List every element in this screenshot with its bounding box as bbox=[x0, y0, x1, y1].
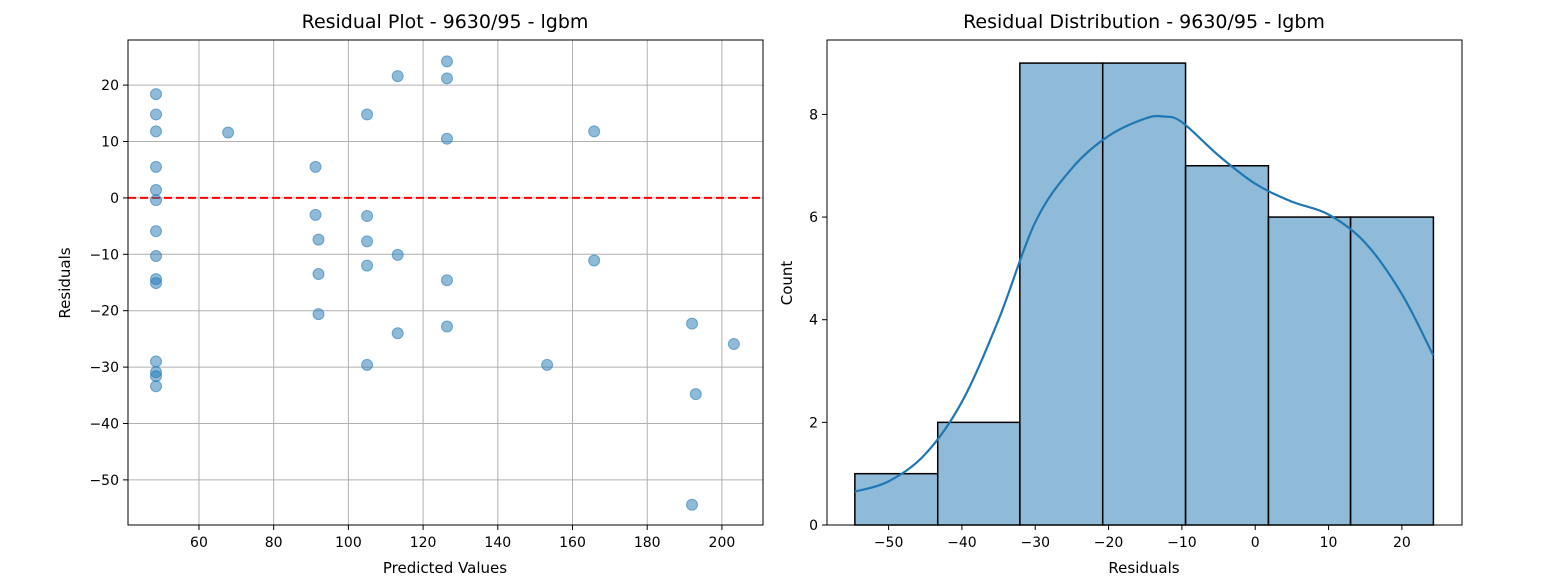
y-tick-label: 20 bbox=[101, 78, 119, 94]
scatter-point bbox=[150, 184, 163, 197]
scatter-point bbox=[588, 254, 601, 267]
scatter-point bbox=[440, 132, 453, 145]
scatter-point bbox=[361, 209, 374, 222]
chart-title: Residual Plot - 9630/95 - lgbm bbox=[302, 11, 589, 33]
scatter-point bbox=[312, 233, 325, 246]
scatter-point bbox=[312, 268, 325, 281]
kde-curve bbox=[854, 114, 1435, 493]
scatter-point bbox=[150, 355, 163, 368]
scatter-point bbox=[588, 125, 601, 138]
x-tick-label: 20 bbox=[1393, 535, 1411, 551]
scatter-point bbox=[686, 498, 699, 511]
y-tick-label: 4 bbox=[809, 313, 818, 329]
x-tick-label: 100 bbox=[335, 535, 362, 551]
x-tick-label: 120 bbox=[410, 535, 437, 551]
scatter-point bbox=[150, 108, 163, 121]
y-axis-label: Count bbox=[778, 261, 796, 306]
plot-frame bbox=[826, 39, 1463, 526]
scatter-point bbox=[309, 160, 322, 173]
scatter-point bbox=[689, 388, 702, 401]
y-tick-label: −30 bbox=[89, 360, 119, 376]
y-tick-label: −20 bbox=[89, 304, 119, 320]
residual-scatter-panel: 60 80 100 120 140 160 180 200 −50 −40 −30 −20 −10 0 1… bbox=[56, 11, 764, 577]
scatter-point bbox=[150, 277, 163, 290]
x-tick-label: 180 bbox=[634, 535, 661, 551]
scatter-point bbox=[391, 327, 404, 340]
chart-title: Residual Distribution - 9630/95 - lgbm bbox=[963, 11, 1325, 33]
scatter-point bbox=[686, 317, 699, 330]
x-tick-label: 0 bbox=[1251, 535, 1260, 551]
y-tick-label: 0 bbox=[809, 518, 818, 534]
y-tick-label: 0 bbox=[110, 191, 119, 207]
y-tick-label: 10 bbox=[101, 135, 119, 151]
x-axis-label: Residuals bbox=[1108, 559, 1179, 577]
scatter-point bbox=[361, 235, 374, 248]
x-tick-label: 160 bbox=[559, 535, 586, 551]
y-axis-ticks: 0 2 4 6 8 bbox=[809, 107, 827, 534]
scatter-point bbox=[150, 225, 163, 238]
x-tick-label: −30 bbox=[1020, 535, 1050, 551]
y-tick-label: 6 bbox=[809, 210, 818, 226]
scatter-point bbox=[391, 70, 404, 83]
scatter-point bbox=[541, 358, 554, 371]
scatter-point bbox=[222, 126, 235, 139]
y-tick-label: −50 bbox=[89, 473, 119, 489]
y-tick-label: 8 bbox=[809, 107, 818, 123]
scatter-point bbox=[440, 55, 453, 68]
scatter-point bbox=[361, 259, 374, 272]
scatter-point bbox=[312, 308, 325, 321]
grid bbox=[128, 40, 763, 525]
x-tick-label: −50 bbox=[874, 535, 904, 551]
x-tick-label: 60 bbox=[190, 535, 208, 551]
y-axis-ticks: −50 −40 −30 −20 −10 0 10 20 bbox=[89, 78, 128, 489]
x-axis-label: Predicted Values bbox=[383, 559, 507, 577]
residual-histogram-panel: −50 −40 −30 −20 −10 0 10 20 0 2 4 6 8 Residual Dist… bbox=[778, 11, 1463, 577]
x-tick-label: −40 bbox=[947, 535, 977, 551]
y-tick-label: −40 bbox=[89, 416, 119, 432]
scatter-point bbox=[150, 249, 163, 262]
histogram-bar bbox=[1349, 216, 1435, 526]
scatter-point bbox=[727, 337, 740, 350]
x-tick-label: 140 bbox=[484, 535, 511, 551]
scatter-point bbox=[150, 370, 163, 383]
x-tick-label: 200 bbox=[709, 535, 736, 551]
scatter-point bbox=[150, 160, 163, 173]
x-tick-label: 80 bbox=[265, 535, 283, 551]
x-axis-ticks: 60 80 100 120 140 160 180 200 bbox=[190, 525, 735, 551]
scatter-point bbox=[440, 274, 453, 287]
x-axis-ticks: −50 −40 −30 −20 −10 0 10 20 bbox=[874, 525, 1411, 551]
scatter-point bbox=[309, 208, 322, 221]
plot-frame bbox=[127, 39, 764, 526]
x-tick-label: 10 bbox=[1320, 535, 1338, 551]
scatter-point bbox=[150, 380, 163, 393]
scatter-point bbox=[440, 320, 453, 333]
scatter-point bbox=[361, 108, 374, 121]
histogram-bar bbox=[1019, 62, 1104, 526]
scatter-point bbox=[361, 358, 374, 371]
scatter-points bbox=[150, 55, 740, 511]
scatter-point bbox=[150, 88, 163, 101]
histogram-bar bbox=[854, 472, 939, 526]
histogram-bar bbox=[1184, 164, 1270, 526]
y-axis-label: Residuals bbox=[56, 247, 74, 318]
y-tick-label: 2 bbox=[809, 415, 818, 431]
scatter-point bbox=[391, 248, 404, 261]
y-tick-label: −10 bbox=[89, 247, 119, 263]
scatter-point bbox=[150, 194, 163, 207]
histogram-bar bbox=[936, 421, 1021, 526]
x-tick-label: −10 bbox=[1167, 535, 1197, 551]
x-tick-label: −20 bbox=[1094, 535, 1124, 551]
histogram-bars bbox=[854, 62, 1435, 526]
scatter-point bbox=[440, 72, 453, 85]
histogram-bar bbox=[1267, 216, 1352, 526]
scatter-point bbox=[150, 125, 163, 138]
